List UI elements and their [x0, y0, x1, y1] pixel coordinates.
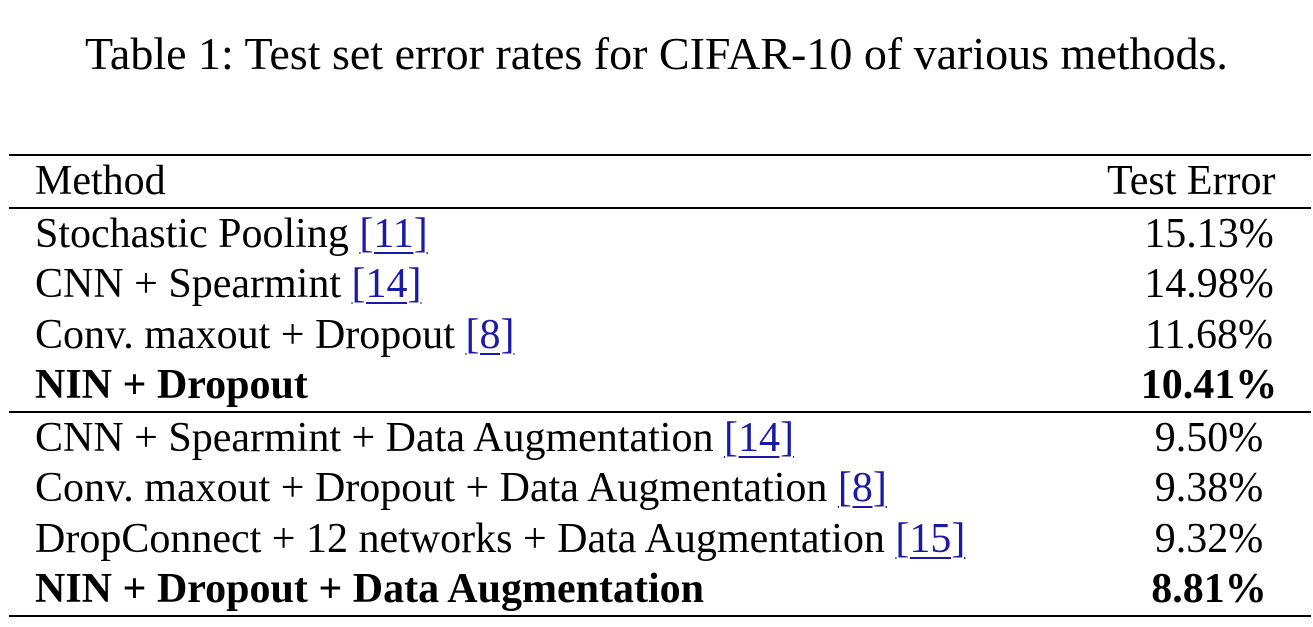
table-row: Conv. maxout + Dropout + Data Augmentati… [9, 463, 1311, 514]
table-row: NIN + Dropout 10.41% [9, 360, 1311, 411]
test-error-cell: 9.38% [1154, 465, 1264, 511]
method-cell: DropConnect + 12 networks + Data Augment… [35, 514, 965, 565]
results-table: Method Test Error Stochastic Pooling [11… [9, 154, 1311, 617]
mid-rule [9, 410, 1311, 413]
test-error-cell: 9.50% [1154, 414, 1264, 461]
top-rule [9, 154, 1311, 156]
method-name: Conv. maxout + Dropout + Data Augmentati… [35, 465, 838, 511]
header-method: Method [35, 158, 166, 204]
citation-link[interactable]: [8] [837, 465, 887, 511]
method-name: Stochastic Pooling [35, 210, 360, 257]
method-cell: NIN + Dropout [35, 360, 308, 411]
citation-link[interactable]: [15] [895, 515, 966, 562]
table-row: Stochastic Pooling [11] 15.13% [9, 209, 1311, 260]
table-row: DropConnect + 12 networks + Data Augment… [9, 514, 1311, 565]
test-error-cell: 14.98% [1144, 261, 1274, 307]
method-name: CNN + Spearmint [35, 261, 352, 307]
method-name: NIN + Dropout + Data Augmentation [35, 566, 704, 612]
citation-link[interactable]: [8] [465, 311, 515, 358]
test-error-cell: 11.68% [1145, 311, 1273, 358]
group-with-augmentation: CNN + Spearmint + Data Augmentation [14]… [9, 413, 1311, 615]
header-row: Method Test Error [9, 156, 1311, 207]
method-cell: NIN + Dropout + Data Augmentation [35, 564, 704, 615]
test-error-cell: 9.32% [1154, 515, 1264, 562]
table-row: CNN + Spearmint [14] 14.98% [9, 259, 1311, 310]
method-name: NIN + Dropout [35, 362, 308, 408]
citation-link[interactable]: [14] [351, 261, 422, 307]
method-cell: Conv. maxout + Dropout [8] [35, 310, 514, 361]
test-error-cell: 10.41% [1140, 362, 1278, 408]
bottom-rule [9, 614, 1311, 617]
group-without-augmentation: Stochastic Pooling [11] 15.13% CNN + Spear… [9, 209, 1311, 411]
method-name: DropConnect + 12 networks + Data Augment… [35, 515, 896, 562]
method-cell: CNN + Spearmint [14] [35, 259, 421, 310]
table-caption: Table 1: Test set error rates for CIFAR-… [85, 28, 1228, 79]
table-row: CNN + Spearmint + Data Augmentation [14]… [9, 413, 1311, 464]
test-error-cell: 15.13% [1144, 210, 1274, 257]
test-error-cell: 8.81% [1151, 566, 1267, 612]
method-cell: Conv. maxout + Dropout + Data Augmentati… [35, 463, 887, 514]
method-name: CNN + Spearmint + Data Augmentation [35, 414, 724, 461]
method-name: Conv. maxout + Dropout [35, 311, 466, 358]
citation-link[interactable]: [11] [359, 210, 428, 257]
method-cell: CNN + Spearmint + Data Augmentation [14] [35, 413, 794, 464]
table-row: NIN + Dropout + Data Augmentation 8.81% [9, 564, 1311, 615]
method-cell: Stochastic Pooling [11] [35, 209, 428, 260]
header-rule [9, 206, 1311, 209]
citation-link[interactable]: [14] [723, 414, 794, 461]
table-row: Conv. maxout + Dropout [8] 11.68% [9, 310, 1311, 361]
header-test-error: Test Error [1107, 158, 1276, 204]
